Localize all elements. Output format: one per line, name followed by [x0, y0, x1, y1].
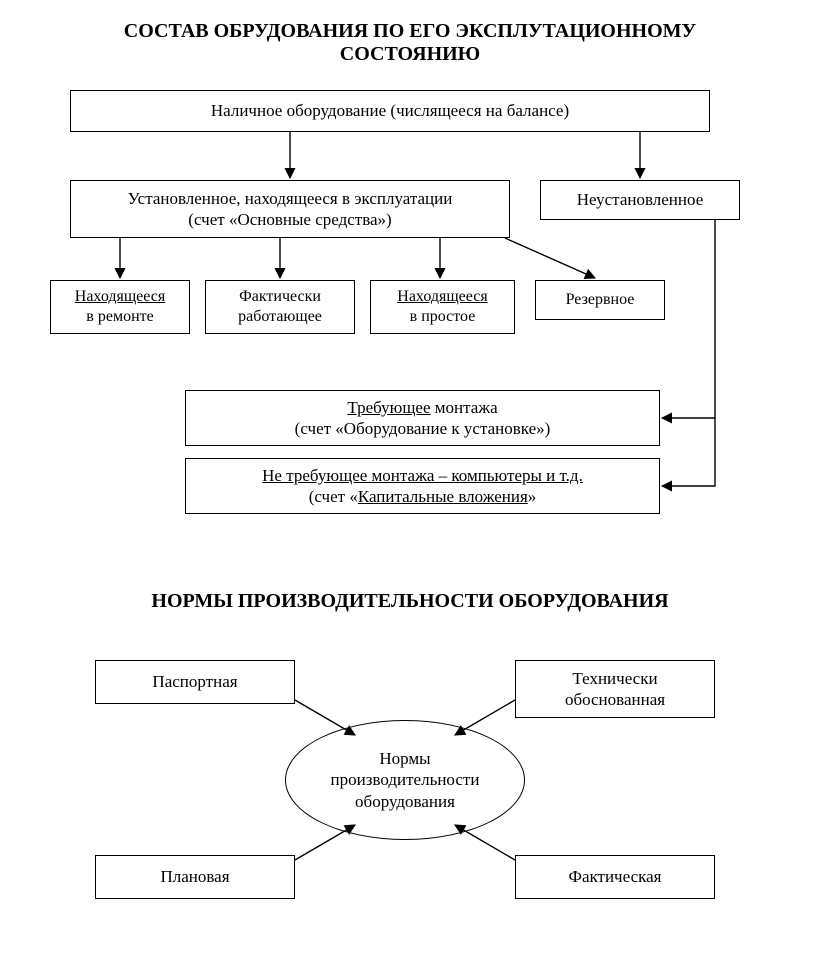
- node-nomontazh-label: Не требующее монтажа – компьютеры и т.д.…: [262, 465, 583, 508]
- node-working: Фактически работающее: [205, 280, 355, 334]
- node-nomontazh-line2a: (счет «: [309, 487, 358, 506]
- node-montazh-line2: (счет «Оборудование к установке»): [295, 419, 551, 438]
- node-fact: Фактическая: [515, 855, 715, 899]
- node-tech-label: Технически обоснованная: [522, 668, 708, 711]
- node-plan-label: Плановая: [160, 866, 229, 887]
- diagram2-title: НОРМЫ ПРОИЗВОДИТЕЛЬНОСТИ ОБОРУДОВАНИЯ: [110, 590, 710, 613]
- node-root-label: Наличное оборудование (числящееся на бал…: [211, 100, 569, 121]
- node-idle-rest: в простое: [410, 308, 476, 325]
- node-fact-label: Фактическая: [569, 866, 662, 887]
- node-uninstalled-label: Неустановленное: [577, 189, 704, 210]
- node-repair-rest: в ремонте: [86, 308, 153, 325]
- node-repair-ud: Находящееся: [75, 288, 165, 305]
- node-uninstalled: Неустановленное: [540, 180, 740, 220]
- node-tech: Технически обоснованная: [515, 660, 715, 718]
- node-pasp: Паспортная: [95, 660, 295, 704]
- node-montazh-ud: Требующее: [347, 398, 430, 417]
- node-installed: Установленное, находящееся в эксплуатаци…: [70, 180, 510, 238]
- diagram-canvas: СОСТАВ ОБРУДОВАНИЯ ПО ЕГО ЭКСПЛУТАЦИОННО…: [0, 0, 816, 958]
- node-montazh-after: монтажа: [431, 398, 498, 417]
- diagram1-title: СОСТАВ ОБРУДОВАНИЯ ПО ЕГО ЭКСПЛУТАЦИОННО…: [80, 20, 740, 66]
- node-root: Наличное оборудование (числящееся на бал…: [70, 90, 710, 132]
- node-pasp-label: Паспортная: [152, 671, 237, 692]
- node-nomontazh: Не требующее монтажа – компьютеры и т.д.…: [185, 458, 660, 514]
- node-montazh-label: Требующее монтажа (счет «Оборудование к …: [295, 397, 551, 440]
- node-plan: Плановая: [95, 855, 295, 899]
- node-repair-label: Находящееся в ремонте: [75, 287, 165, 327]
- node-nomontazh-ud: Не требующее монтажа – компьютеры и т.д.: [262, 466, 583, 485]
- diagram2-title-text: НОРМЫ ПРОИЗВОДИТЕЛЬНОСТИ ОБОРУДОВАНИЯ: [151, 590, 668, 612]
- node-installed-label: Установленное, находящееся в эксплуатаци…: [128, 188, 453, 231]
- node-montazh: Требующее монтажа (счет «Оборудование к …: [185, 390, 660, 446]
- node-idle-ud: Находящееся: [397, 288, 487, 305]
- node-reserve: Резервное: [535, 280, 665, 320]
- node-center-label: Нормы производительности оборудования: [331, 748, 480, 812]
- node-working-label: Фактически работающее: [212, 287, 348, 327]
- diagram1-title-text: СОСТАВ ОБРУДОВАНИЯ ПО ЕГО ЭКСПЛУТАЦИОННО…: [124, 20, 696, 65]
- node-repair: Находящееся в ремонте: [50, 280, 190, 334]
- node-nomontazh-line2b: Капитальные вложения: [358, 487, 528, 506]
- node-nomontazh-line2c: »: [528, 487, 537, 506]
- node-reserve-label: Резервное: [566, 290, 635, 310]
- node-center-ellipse: Нормы производительности оборудования: [285, 720, 525, 840]
- node-idle: Находящееся в простое: [370, 280, 515, 334]
- node-idle-label: Находящееся в простое: [397, 287, 487, 327]
